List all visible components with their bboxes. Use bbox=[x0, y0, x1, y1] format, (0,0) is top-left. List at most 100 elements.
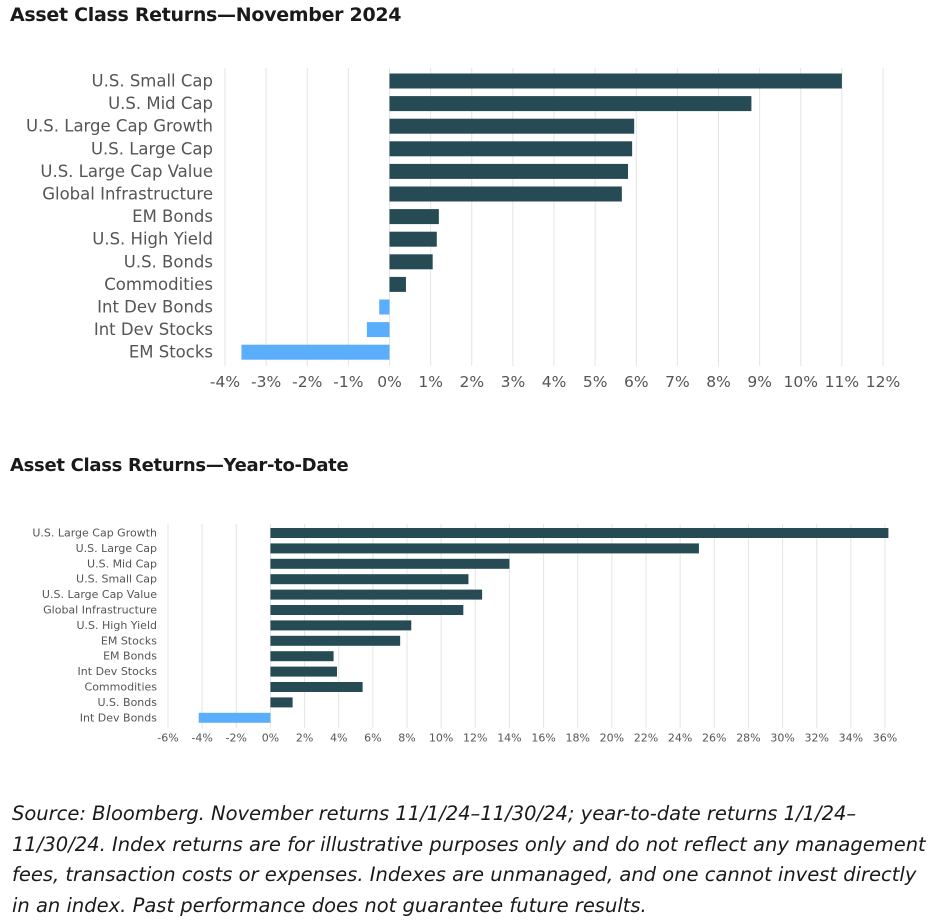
category-label: U.S. Large Cap Growth bbox=[32, 527, 157, 540]
x-tick-label: 12% bbox=[463, 732, 487, 745]
category-label: U.S. Large Cap Growth bbox=[26, 117, 213, 136]
category-label: U.S. Mid Cap bbox=[87, 557, 157, 570]
x-tick-label: -4% bbox=[210, 373, 240, 391]
x-tick-label: 6% bbox=[364, 732, 381, 745]
category-label: U.S. Large Cap bbox=[91, 139, 213, 158]
category-label: U.S. Large Cap Value bbox=[42, 588, 157, 601]
bar-int-dev-stocks bbox=[366, 322, 390, 338]
category-label: U.S. High Yield bbox=[77, 619, 158, 632]
x-tick-label: 18% bbox=[565, 732, 589, 745]
bar-int-dev-bonds bbox=[379, 299, 390, 315]
x-tick-label: 4% bbox=[330, 732, 347, 745]
x-axis-ticks: -6% -4% -2% 0% 2% 4% 6% 8% 10% 12% 14% 16% 18% 20% 22%… bbox=[157, 732, 897, 745]
bar-global-infrastructure bbox=[270, 605, 464, 615]
bar-u-s-large-cap-growth bbox=[389, 118, 635, 134]
x-tick-label: 1% bbox=[418, 373, 443, 391]
x-tick-label: 12% bbox=[866, 373, 900, 391]
category-label: EM Bonds bbox=[132, 207, 213, 226]
chart-title-november: Asset Class Returns—November 2024 bbox=[10, 4, 402, 26]
bar-global-infrastructure bbox=[389, 186, 622, 202]
x-tick-label: 6% bbox=[624, 373, 649, 391]
bar-u-s-large-cap-value bbox=[270, 589, 483, 600]
x-tick-label: 0% bbox=[377, 373, 402, 391]
x-tick-label: 10% bbox=[784, 373, 818, 391]
category-label: Int Dev Bonds bbox=[97, 298, 213, 317]
x-tick-label: -1% bbox=[333, 373, 363, 391]
category-label: Global Infrastructure bbox=[42, 185, 213, 204]
category-label: U.S. Small Cap bbox=[92, 72, 213, 91]
category-labels: U.S. Large Cap Growth U.S. Large Cap U.S. … bbox=[32, 527, 157, 725]
bar-u-s-bonds bbox=[389, 254, 433, 270]
x-tick-label: -6% bbox=[157, 732, 178, 745]
category-label: EM Stocks bbox=[129, 343, 213, 362]
bar-em-stocks bbox=[270, 635, 401, 646]
bar-int-dev-bonds bbox=[198, 712, 271, 723]
bar-u-s-high-yield bbox=[270, 620, 412, 631]
bar-int-dev-stocks bbox=[270, 666, 338, 677]
category-label: U.S. High Yield bbox=[92, 230, 213, 249]
bar-em-stocks bbox=[241, 344, 390, 360]
bar-u-s-small-cap bbox=[389, 73, 842, 89]
bars bbox=[198, 528, 889, 723]
x-tick-label: -3% bbox=[251, 373, 281, 391]
bar-u-s-mid-cap bbox=[389, 96, 752, 112]
x-tick-label: 2% bbox=[296, 732, 313, 745]
x-tick-label: 8% bbox=[706, 373, 731, 391]
bar-u-s-bonds bbox=[270, 697, 293, 708]
x-tick-label: 32% bbox=[804, 732, 828, 745]
x-tick-label: 7% bbox=[665, 373, 690, 391]
category-label: Global Infrastructure bbox=[43, 604, 157, 617]
category-label: Int Dev Bonds bbox=[80, 711, 158, 724]
bar-u-s-high-yield bbox=[389, 231, 437, 247]
x-tick-label: 0% bbox=[262, 732, 279, 745]
bar-u-s-large-cap-value bbox=[389, 163, 629, 179]
gridlines bbox=[224, 68, 884, 366]
x-tick-label: 9% bbox=[747, 373, 772, 391]
category-label: EM Bonds bbox=[103, 650, 157, 663]
category-labels: U.S. Small Cap U.S. Mid Cap U.S. Large Cap… bbox=[26, 72, 213, 362]
x-tick-label: 34% bbox=[839, 732, 863, 745]
category-label: U.S. Bonds bbox=[98, 696, 158, 709]
chart-title-ytd: Asset Class Returns—Year-to-Date bbox=[10, 455, 349, 476]
x-tick-label: 30% bbox=[770, 732, 794, 745]
x-tick-label: -4% bbox=[191, 732, 212, 745]
x-tick-label: 16% bbox=[531, 732, 555, 745]
x-tick-label: 10% bbox=[429, 732, 453, 745]
x-tick-label: 3% bbox=[501, 373, 526, 391]
category-label: U.S. Large Cap bbox=[76, 542, 157, 555]
x-tick-label: 22% bbox=[634, 732, 658, 745]
bar-u-s-large-cap bbox=[270, 543, 699, 554]
x-tick-label: -2% bbox=[226, 732, 247, 745]
x-tick-label: 28% bbox=[736, 732, 760, 745]
bar-u-s-large-cap-growth bbox=[270, 528, 889, 538]
category-label: Commodities bbox=[85, 681, 158, 694]
x-tick-label: 4% bbox=[542, 373, 567, 391]
bar-u-s-large-cap bbox=[389, 141, 633, 157]
category-label: Int Dev Stocks bbox=[94, 320, 213, 339]
category-label: U.S. Small Cap bbox=[76, 573, 157, 586]
bar-u-s-small-cap bbox=[270, 574, 469, 585]
category-label: Commodities bbox=[104, 275, 213, 294]
category-label: Int Dev Stocks bbox=[78, 665, 158, 678]
category-label: U.S. Mid Cap bbox=[108, 94, 213, 113]
category-label: U.S. Bonds bbox=[124, 252, 213, 271]
bar-commodities bbox=[270, 682, 363, 692]
x-tick-label: 2% bbox=[459, 373, 484, 391]
x-tick-label: 36% bbox=[873, 732, 897, 745]
bar-em-bonds bbox=[389, 209, 439, 225]
bar-u-s-mid-cap bbox=[270, 558, 510, 569]
x-tick-label: 8% bbox=[398, 732, 415, 745]
x-axis-ticks: -4% -3% -2% -1% 0% 1% 2% 3% 4% 5% 6% 7% 8% 9% 10% 11% 12… bbox=[210, 373, 900, 391]
x-tick-label: 20% bbox=[600, 732, 624, 745]
x-tick-label: 11% bbox=[825, 373, 859, 391]
november-returns-chart: U.S. Small Cap U.S. Mid Cap U.S. Large Cap… bbox=[26, 68, 900, 391]
bar-commodities bbox=[389, 276, 406, 292]
category-label: EM Stocks bbox=[101, 634, 157, 647]
x-tick-label: -2% bbox=[292, 373, 322, 391]
source-note: Source: Bloomberg. November returns 11/1… bbox=[12, 802, 926, 917]
x-tick-label: 26% bbox=[702, 732, 726, 745]
bars bbox=[241, 73, 842, 360]
x-tick-label: 14% bbox=[497, 732, 521, 745]
x-tick-label: 5% bbox=[583, 373, 608, 391]
